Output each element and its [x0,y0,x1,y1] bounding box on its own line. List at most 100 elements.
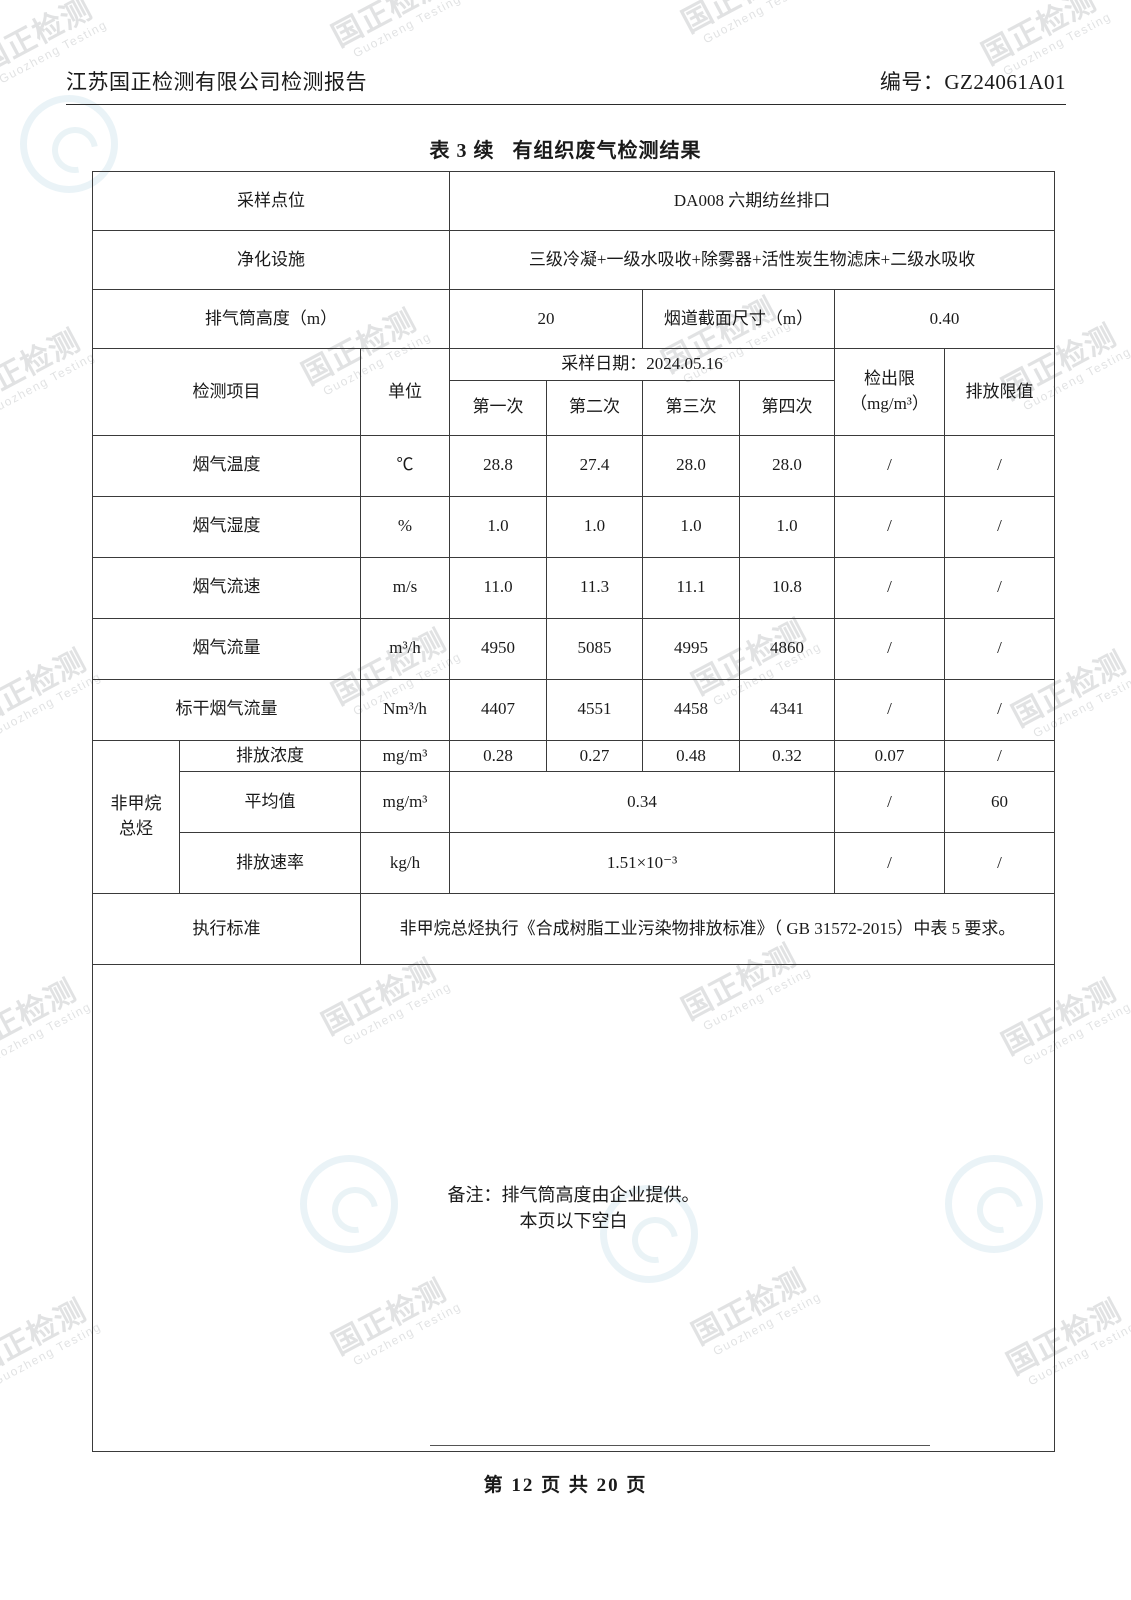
column-header-run-3: 第三次 [642,379,741,436]
measurement-value-1: 4950 [449,617,548,680]
pollutant-concentration-detection-limit: 0.07 [834,739,946,773]
stack-height-label: 排气筒高度（m） [91,289,451,349]
pollutant-average-value: 0.34 [449,771,836,834]
report-number: 编号：GZ24061A01 [880,66,1066,96]
pollutant-concentration-value-3: 0.48 [642,739,741,773]
measurement-value-1: 4407 [449,678,548,741]
measurement-value-2: 4551 [546,678,644,741]
remark-line-1: 备注：排气筒高度由企业提供。 [447,1185,700,1206]
measurement-detection-limit: / [834,678,946,741]
pollutant-concentration-label: 排放浓度 [179,739,361,773]
pollutant-name-line1: 非甲烷 [110,794,162,814]
table-row-stack-height: 排气筒高度（m） 20 烟道截面尺寸（m） 0.40 [91,289,1056,349]
measurement-value-2: 11.3 [546,556,644,619]
detection-limit-line2: （mg/m³） [850,393,929,413]
emission-results-table: 采样点位 DA008 六期纺丝排口 净化设施 三级冷凝+一级水吸收+除雾器+活性… [91,171,1056,1453]
pollutant-name-line2: 总烃 [119,818,153,838]
measurement-detection-limit: / [834,434,946,497]
pollutant-rate-emission-limit: / [944,832,1056,895]
measurement-value-4: 10.8 [739,556,836,619]
sampling-point-label: 采样点位 [91,171,451,231]
measurement-item: 烟气湿度 [92,495,361,558]
table-row-pollutant-concentration: 非甲烷 总烃 排放浓度 mg/m³ 0.28 0.27 0.48 0.32 0.… [92,739,1056,895]
measurement-emission-limit: / [944,617,1056,680]
page-header: 江苏国正检测有限公司检测报告 编号：GZ24061A01 [66,66,1066,96]
pollutant-rate-value: 1.51×10⁻³ [449,832,836,895]
table-header-row-top: 检测项目 单位 采样日期：2024.05.16 检出限 （mg/m³） 排放限值 [92,348,1056,436]
duct-size-value: 0.40 [834,289,1056,349]
table-row-purification: 净化设施 三级冷凝+一级水吸收+除雾器+活性炭生物滤床+二级水吸收 [91,230,1056,290]
footer-divider [430,1445,930,1446]
table-row: 标干烟气流量 Nm³/h 4407 4551 4458 4341 / / [92,678,1056,741]
measurement-emission-limit: / [944,678,1056,741]
report-number-value: GZ24061A01 [944,70,1066,94]
table-title-name: 有组织废气检测结果 [512,140,702,162]
measurement-unit: Nm³/h [359,678,451,741]
column-header-run-2: 第二次 [546,379,644,436]
pollutant-concentration-emission-limit: / [944,739,1056,773]
measurement-value-4: 28.0 [739,434,836,497]
measurement-unit: % [359,495,451,558]
table-row-standard: 执行标准 非甲烷总烃执行《合成树脂工业污染物排放标准》（ GB 31572-20… [92,893,1056,966]
table-row: 烟气流量 m³/h 4950 5085 4995 4860 / / [92,617,1056,680]
measurement-detection-limit: / [834,617,946,680]
table-row: 烟气温度 ℃ 28.8 27.4 28.0 28.0 / / [92,434,1056,497]
detection-limit-line1: 检出限 [864,369,916,389]
measurement-value-3: 11.1 [642,556,741,619]
purification-label: 净化设施 [91,230,451,290]
pollutant-concentration-value-4: 0.32 [739,739,836,773]
pollutant-concentration-value-1: 0.28 [449,739,548,773]
table-row-sampling-point: 采样点位 DA008 六期纺丝排口 [91,171,1056,231]
measurement-detection-limit: / [834,556,946,619]
measurement-unit: m³/h [359,617,451,680]
measurement-value-2: 27.4 [546,434,644,497]
standard-label: 执行标准 [92,893,361,966]
column-header-emission-limit: 排放限值 [944,348,1056,436]
measurement-value-4: 4860 [739,617,836,680]
measurement-value-2: 5085 [546,617,644,680]
measurement-value-3: 4995 [642,617,741,680]
report-number-label: 编号： [879,70,945,94]
page-title: 表 3 续有组织废气检测结果 [0,134,1131,163]
measurement-value-1: 28.8 [449,434,548,497]
pollutant-average-label: 平均值 [179,771,361,834]
measurement-value-3: 1.0 [642,495,741,558]
measurement-item: 标干烟气流量 [92,678,361,741]
duct-size-label: 烟道截面尺寸（m） [642,289,836,349]
pollutant-average-detection-limit: / [834,771,946,834]
measurement-item: 烟气温度 [92,434,361,497]
standard-text: 非甲烷总烃执行《合成树脂工业污染物排放标准》（ GB 31572-2015）中表… [359,893,1056,966]
measurement-value-4: 1.0 [739,495,836,558]
measurement-item: 烟气流量 [92,617,361,680]
report-company-title: 江苏国正检测有限公司检测报告 [66,70,367,94]
measurement-value-1: 1.0 [449,495,548,558]
purification-value: 三级冷凝+一级水吸收+除雾器+活性炭生物滤床+二级水吸收 [449,230,1056,290]
column-header-run-4: 第四次 [739,379,836,436]
pollutant-rate-detection-limit: / [834,832,946,895]
remark-line-2: 本页以下空白 [519,1211,628,1232]
measurement-value-3: 4458 [642,678,741,741]
measurement-emission-limit: / [944,495,1056,558]
measurement-unit: ℃ [359,434,451,497]
column-header-unit: 单位 [359,348,451,436]
pollutant-name: 非甲烷 总烃 [92,739,180,895]
measurement-value-4: 4341 [739,678,836,741]
pollutant-rate-label: 排放速率 [179,832,361,895]
header-divider [66,104,1066,105]
column-header-sampling-date: 采样日期：2024.05.16 [449,348,836,381]
table-header-row-runs: 第一次 第二次 第三次 第四次 [93,379,1055,436]
sampling-point-value: DA008 六期纺丝排口 [449,171,1056,231]
measurement-value-3: 28.0 [642,434,741,497]
table-row-remark: 备注：排气筒高度由企业提供。 本页以下空白 [91,964,1056,1453]
measurement-value-2: 1.0 [546,495,644,558]
column-header-run-1: 第一次 [449,379,548,436]
stack-height-value: 20 [449,289,644,349]
pollutant-rate-unit: kg/h [359,832,451,895]
measurement-value-1: 11.0 [449,556,548,619]
table-title-prefix: 表 3 续 [429,140,495,162]
pollutant-concentration-unit: mg/m³ [359,739,451,773]
pollutant-average-unit: mg/m³ [359,771,451,834]
column-header-item: 检测项目 [92,348,361,436]
pollutant-average-emission-limit: 60 [944,771,1056,834]
